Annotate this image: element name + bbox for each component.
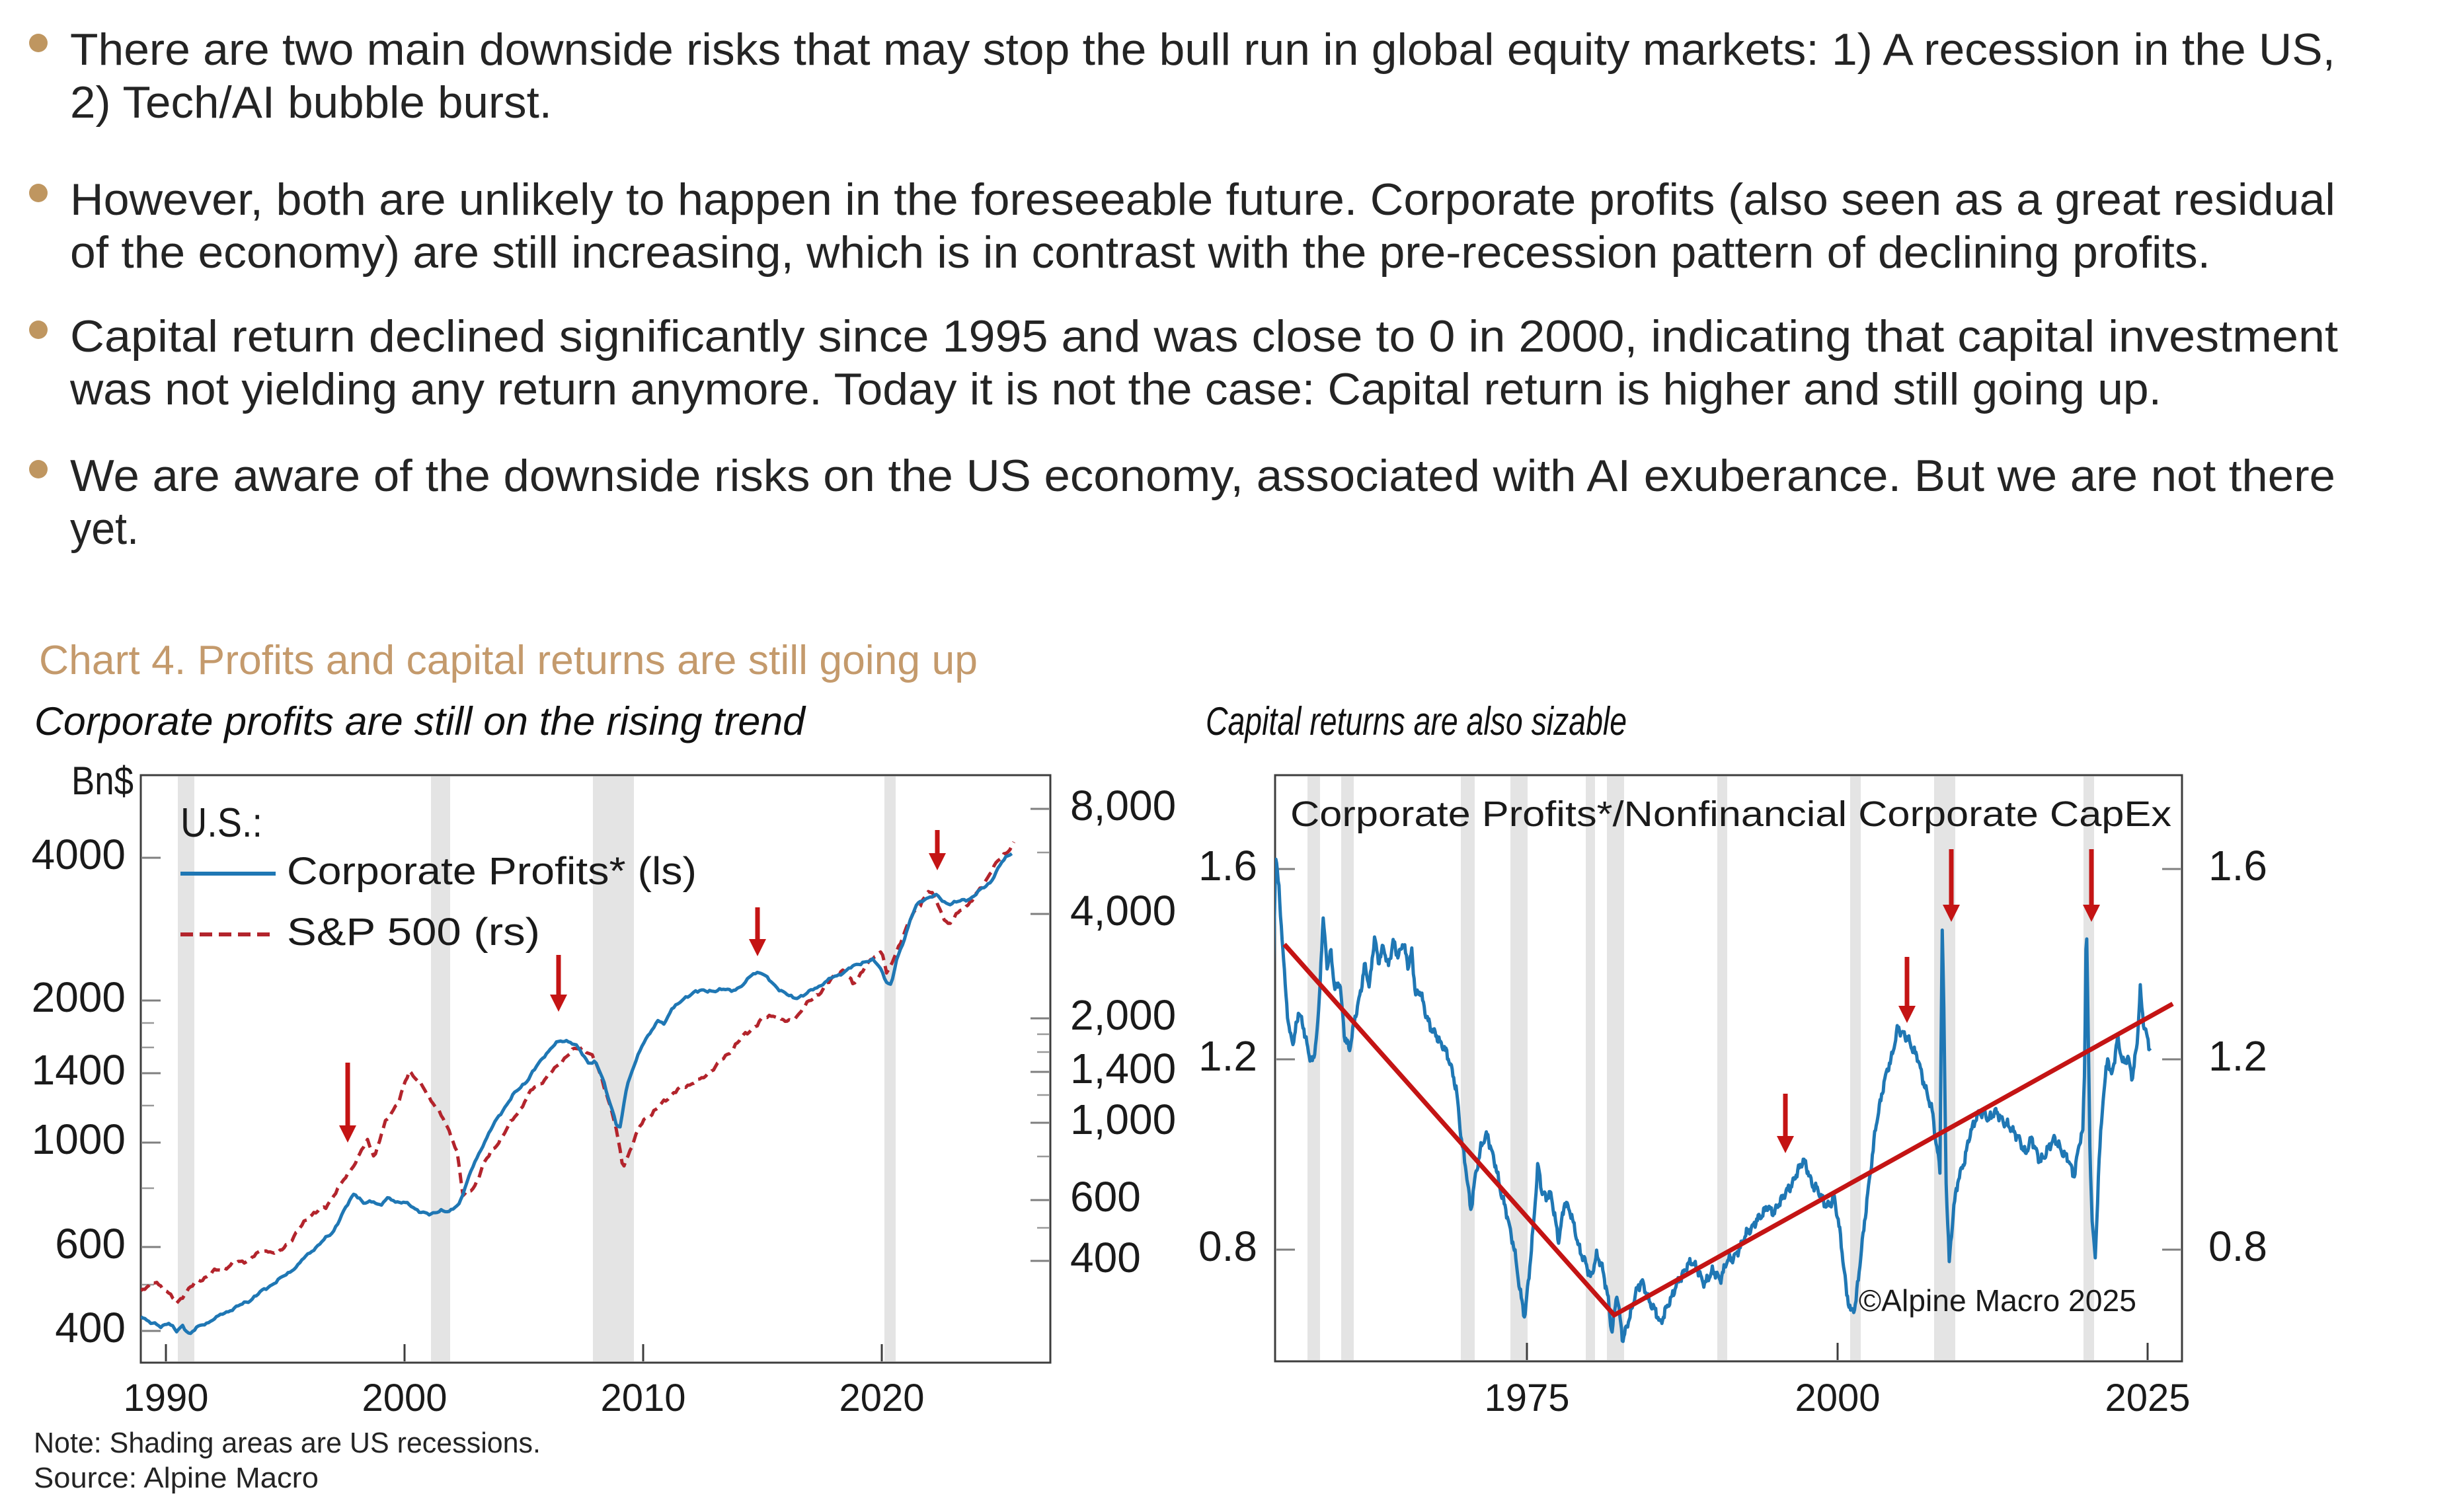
svg-text:1.6: 1.6 xyxy=(1198,842,1257,889)
svg-text:2) Tech/AI bubble burst.: 2) Tech/AI bubble burst. xyxy=(70,77,552,128)
svg-text:Note: Shading areas are US rec: Note: Shading areas are US recessions. xyxy=(34,1427,541,1459)
svg-text:2010: 2010 xyxy=(600,1377,685,1419)
svg-text:Capital returns are also sizab: Capital returns are also sizable xyxy=(1206,699,1627,743)
svg-text:1.2: 1.2 xyxy=(1198,1032,1257,1080)
svg-text:Source: Alpine Macro: Source: Alpine Macro xyxy=(34,1462,319,1494)
svg-text:8,000: 8,000 xyxy=(1070,782,1176,829)
svg-text:©Alpine Macro 2025: ©Alpine Macro 2025 xyxy=(1859,1283,2136,1318)
svg-text:1.6: 1.6 xyxy=(2208,842,2267,889)
svg-text:1400: 1400 xyxy=(32,1046,126,1094)
svg-text:1975: 1975 xyxy=(1484,1377,1569,1419)
svg-text:We are aware of the downside r: We are aware of the downside risks on th… xyxy=(70,451,2335,501)
svg-text:2000: 2000 xyxy=(1795,1377,1880,1419)
svg-text:400: 400 xyxy=(1070,1234,1141,1281)
svg-text:600: 600 xyxy=(1070,1173,1141,1221)
svg-text:There are two main downside ri: There are two main downside risks that m… xyxy=(70,24,2335,75)
svg-text:600: 600 xyxy=(55,1220,126,1267)
svg-text:1.2: 1.2 xyxy=(2208,1032,2267,1080)
svg-text:1,400: 1,400 xyxy=(1070,1045,1176,1092)
svg-text:Corporate Profits*/Nonfinancia: Corporate Profits*/Nonfinancial Corporat… xyxy=(1290,794,2171,834)
svg-text:Corporate profits are still on: Corporate profits are still on the risin… xyxy=(34,699,806,743)
svg-text:2000: 2000 xyxy=(362,1377,447,1419)
svg-text:yet.: yet. xyxy=(70,504,139,554)
svg-text:4,000: 4,000 xyxy=(1070,887,1176,934)
svg-text:was not yielding any return an: was not yielding any return anymore. Tod… xyxy=(69,364,2161,414)
svg-text:2020: 2020 xyxy=(839,1377,924,1419)
svg-text:2025: 2025 xyxy=(2105,1377,2190,1419)
svg-text:0.8: 0.8 xyxy=(1198,1223,1257,1270)
svg-text:2,000: 2,000 xyxy=(1070,991,1176,1039)
svg-text:Chart 4. Profits and capital r: Chart 4. Profits and capital returns are… xyxy=(39,638,978,683)
svg-text:1990: 1990 xyxy=(123,1377,208,1419)
svg-text:1,000: 1,000 xyxy=(1070,1096,1176,1143)
svg-text:0.8: 0.8 xyxy=(2208,1223,2267,1270)
svg-text:Capital return declined signif: Capital return declined significantly si… xyxy=(70,311,2338,361)
svg-text:U.S.:: U.S.: xyxy=(180,800,262,846)
svg-text:1000: 1000 xyxy=(32,1115,126,1163)
svg-text:However, both are unlikely to: However, both are unlikely to happen in … xyxy=(70,174,2335,225)
svg-text:2000: 2000 xyxy=(32,973,126,1021)
svg-text:of the economy) are still incr: of the economy) are still increasing, wh… xyxy=(70,227,2210,278)
svg-text:Corporate Profits* (ls): Corporate Profits* (ls) xyxy=(287,850,697,893)
svg-text:S&P 500 (rs): S&P 500 (rs) xyxy=(287,911,540,954)
svg-text:4000: 4000 xyxy=(32,831,126,878)
svg-text:400: 400 xyxy=(55,1304,126,1351)
svg-text:Bn$: Bn$ xyxy=(71,759,134,803)
